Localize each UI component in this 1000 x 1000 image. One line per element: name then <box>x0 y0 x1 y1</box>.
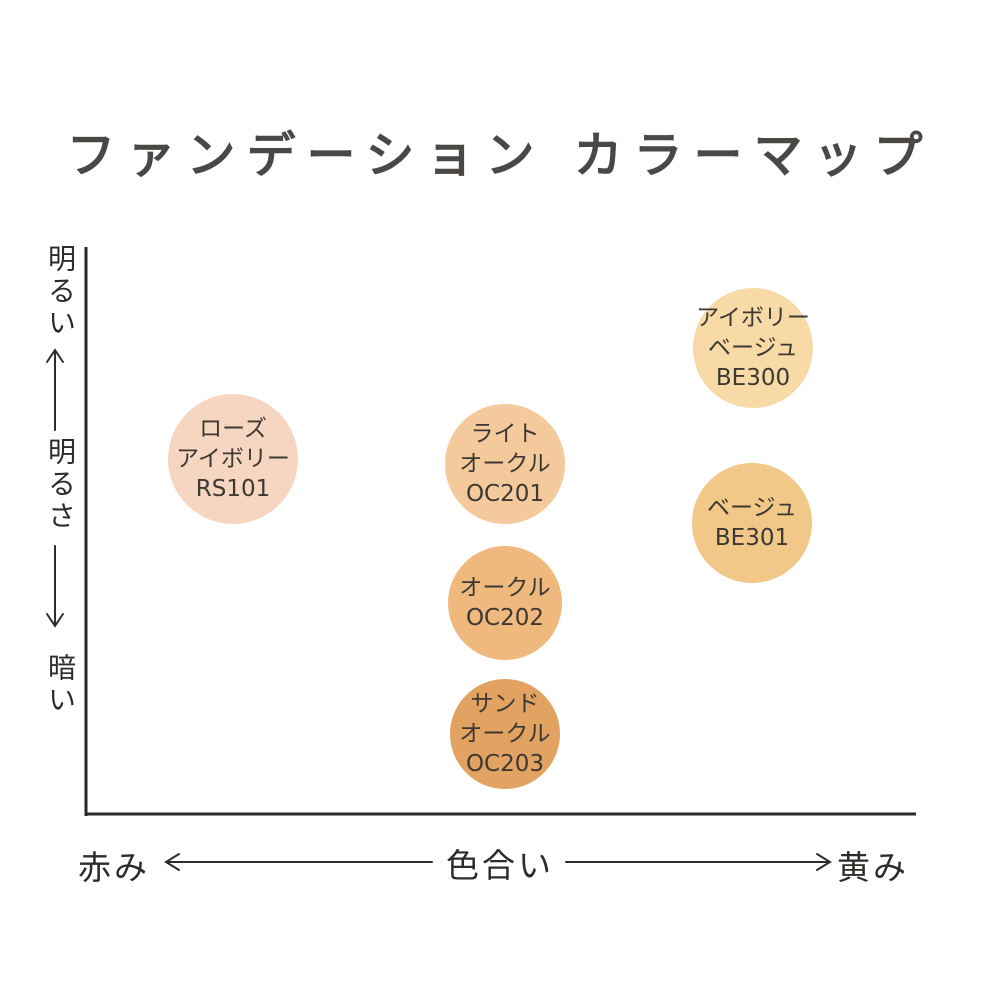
shade-label-line: ベージュ <box>708 335 798 361</box>
shade-label-line: アイボリー <box>176 446 290 472</box>
hue-right-arrow-icon <box>565 853 832 871</box>
brightness-down-arrow-icon <box>46 545 64 628</box>
x-axis-title: 色合い <box>446 846 554 885</box>
shade-label-line: OC202 <box>465 605 545 631</box>
shade-label-line: サンド <box>470 691 540 717</box>
shade-circle-OC201: ライトオークル OC201 <box>445 404 565 524</box>
shade-label-line: RS101 <box>195 476 271 502</box>
shade-label-line: BE300 <box>715 365 791 391</box>
brightness-up-arrow-icon <box>46 348 64 431</box>
shade-label-line: オークル <box>459 575 551 601</box>
chart-title: ファンデーション カラーマップ <box>66 127 934 184</box>
shade-label-line: ローズ <box>199 416 267 442</box>
shade-circle-RS101: ローズアイボリー RS101 <box>168 394 298 524</box>
shade-label-line: ベージュ <box>707 495 797 521</box>
hue-left-arrow-icon <box>164 853 433 871</box>
shade-label-line: OC201 <box>465 481 545 507</box>
y-axis-bottom-label: 暗い <box>44 653 77 717</box>
x-axis-right-label: 黄み <box>837 848 909 887</box>
shade-label-line: オークル <box>459 721 551 747</box>
shade-label-line: OC203 <box>465 751 545 777</box>
shade-label-line: オークル <box>459 451 551 477</box>
y-axis-title: 明るさ <box>44 437 77 533</box>
shade-label-line: ライト <box>470 421 540 447</box>
x-axis-left-label: 赤み <box>78 848 150 887</box>
shade-circle-BE301: ベージュ BE301 <box>692 463 812 583</box>
shade-circle-OC202: オークル OC202 <box>448 546 562 660</box>
shade-circle-OC203: サンドオークル OC203 <box>450 679 560 789</box>
shade-label-line: BE301 <box>714 525 790 551</box>
shade-label-line: アイボリー <box>696 305 810 331</box>
shade-circle-BE300: アイボリーベージュ BE300 <box>693 288 813 408</box>
y-axis-top-label: 明るい <box>44 244 77 340</box>
